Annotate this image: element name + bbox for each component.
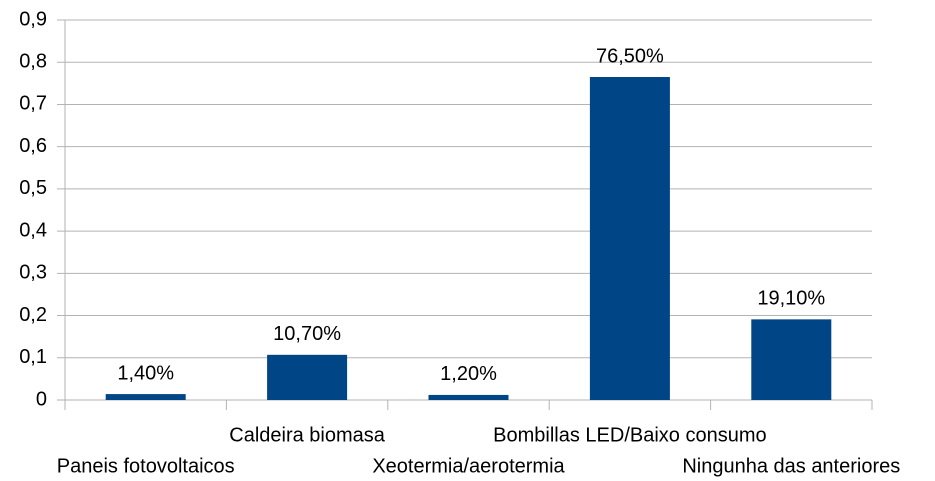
x-tick-label: Ningunha das anteriores — [682, 455, 900, 477]
bar — [267, 354, 348, 400]
value-label: 19,10% — [757, 288, 825, 310]
value-label: 10,70% — [273, 323, 341, 345]
y-tick-label: 0 — [36, 388, 47, 410]
y-tick-label: 0,9 — [19, 8, 47, 30]
value-label: 76,50% — [596, 45, 664, 67]
y-tick-label: 0,8 — [19, 51, 47, 73]
y-tick-label: 0,3 — [19, 262, 47, 284]
bar — [428, 394, 509, 400]
y-tick-label: 0,4 — [19, 219, 47, 241]
value-label: 1,40% — [117, 362, 174, 384]
bar — [105, 394, 186, 400]
value-label: 1,20% — [440, 363, 497, 385]
bar — [751, 319, 832, 400]
x-tick-label: Xeotermia/aerotermia — [372, 455, 565, 477]
x-tick-label: Caldeira biomasa — [229, 424, 386, 446]
y-tick-label: 0,2 — [19, 304, 47, 326]
y-tick-label: 0,6 — [19, 135, 47, 157]
y-tick-label: 0,7 — [19, 93, 47, 115]
x-tick-label: Paneis fotovoltaicos — [57, 455, 235, 477]
y-tick-label: 0,5 — [19, 177, 47, 199]
y-tick-label: 0,1 — [19, 346, 47, 368]
bar — [589, 77, 670, 400]
x-tick-label: Bombillas LED/Baixo consumo — [493, 424, 766, 446]
